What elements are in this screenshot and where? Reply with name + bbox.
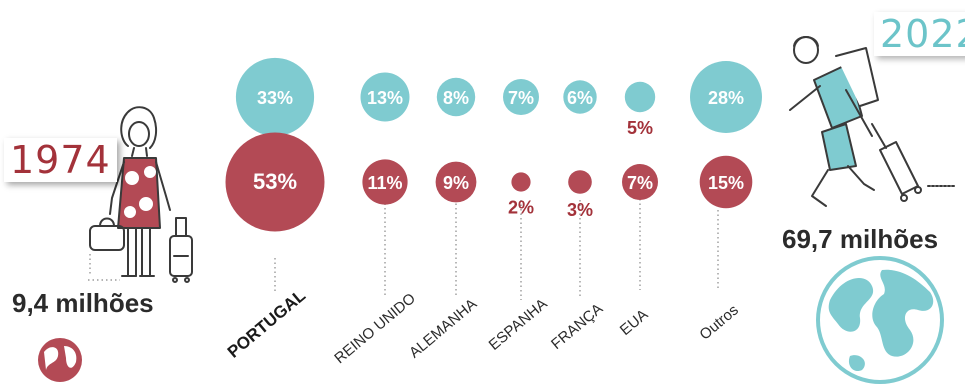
- bubble-1974-4: [568, 170, 592, 194]
- bubble-2022-1: [360, 72, 410, 122]
- bubble-label-2022-3: 7%: [508, 88, 534, 108]
- bubble-label-2022-0: 33%: [257, 88, 293, 108]
- total-2022: 69,7 milhões: [782, 224, 939, 254]
- bubble-1974-5: [622, 164, 658, 200]
- bubble-1974-2: [435, 161, 477, 203]
- woman-traveler-icon: [89, 106, 193, 283]
- bubble-label-1974-1: 11%: [367, 173, 402, 193]
- total-1974: 9,4 milhões: [12, 288, 154, 318]
- category-label-2: ALEMANHA: [406, 296, 480, 362]
- bubble-2022-2: [436, 77, 476, 117]
- bubble-label-1974-3: 2%: [508, 198, 534, 218]
- category-label-1: REINO UNIDO: [331, 290, 419, 367]
- bubble-2022-6: [690, 61, 762, 133]
- globe-icon: [816, 256, 944, 384]
- bubble-label-1974-0: 53%: [253, 169, 297, 194]
- bubble-label-2022-5: 5%: [627, 118, 653, 138]
- bubble-2022-5: [624, 81, 656, 113]
- bubble-label-1974-4: 3%: [567, 200, 593, 220]
- connector-lines: [88, 190, 719, 300]
- bubble-label-2022-4: 6%: [567, 88, 593, 108]
- category-label-6: Outros: [696, 302, 741, 344]
- bubble-label-1974-2: 9%: [443, 173, 469, 193]
- bubble-2022-0: [235, 57, 315, 137]
- bubble-label-2022-1: 13%: [367, 88, 403, 108]
- category-label-4: FRANÇA: [548, 300, 606, 353]
- bubble-1974-1: [362, 159, 408, 205]
- bubble-1974-3: [511, 172, 531, 192]
- year-2022-label: 2022: [874, 12, 965, 56]
- bubble-label-2022-6: 28%: [708, 88, 744, 108]
- category-label-5: EUA: [617, 306, 652, 339]
- bubble-label-2022-2: 8%: [443, 88, 469, 108]
- category-label-3: ESPANHA: [486, 295, 551, 353]
- bubble-1974-6: [699, 155, 753, 209]
- bubble-2022-4: [563, 80, 597, 114]
- globe-icon: [38, 338, 82, 382]
- bubble-1974-0: [225, 132, 325, 232]
- man-traveler-icon: [789, 36, 956, 207]
- bubble-label-1974-5: 7%: [627, 173, 653, 193]
- bubble-label-1974-6: 15%: [708, 173, 744, 193]
- bubble-2022-3: [503, 79, 539, 115]
- category-label-0: PORTUGAL: [224, 286, 309, 362]
- year-1974-label: 1974: [4, 138, 117, 182]
